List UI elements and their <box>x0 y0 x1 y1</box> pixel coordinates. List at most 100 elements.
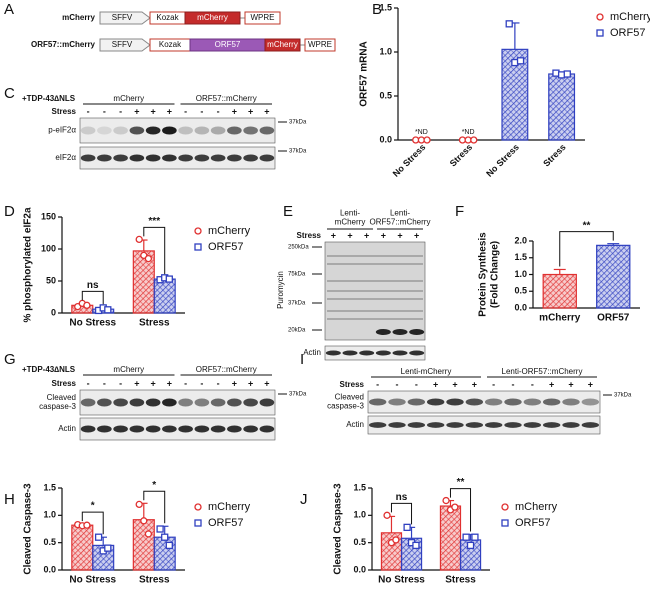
blot-band <box>375 329 391 335</box>
stress-sign: + <box>549 379 554 389</box>
blot-band <box>194 425 210 433</box>
significance-bracket <box>81 511 104 535</box>
bar <box>132 519 155 571</box>
y-tick-label: 0.0 <box>379 134 392 144</box>
legend-label: mCherry <box>610 11 650 23</box>
blot-band <box>210 126 226 135</box>
y-tick-label: 1.5 <box>353 482 366 492</box>
blot-band <box>178 154 193 162</box>
blot-band <box>426 398 445 406</box>
stress-sign: + <box>167 106 172 116</box>
blot-row-label: eIF2α <box>55 153 76 162</box>
blot-band <box>162 126 177 135</box>
significance-label: * <box>152 480 156 491</box>
stress-sign: - <box>512 379 515 389</box>
blot-band <box>542 422 561 428</box>
blot-band <box>446 398 464 406</box>
y-tick-label: 1.5 <box>514 252 527 262</box>
data-point <box>423 136 431 144</box>
stress-sign: - <box>87 378 90 388</box>
promoter <box>99 11 151 25</box>
y-tick-label: 1.0 <box>353 510 366 520</box>
blot-smear <box>327 280 423 282</box>
stress-sign: + <box>232 106 237 116</box>
y-tick-label: 0.5 <box>353 537 366 547</box>
legend-label: mCherry <box>515 501 558 513</box>
data-point <box>470 136 478 144</box>
blot-band <box>484 422 503 428</box>
blot-band <box>243 126 258 135</box>
blot-band <box>359 350 375 356</box>
data-point <box>462 533 470 541</box>
blot-band <box>409 329 425 335</box>
data-point <box>94 533 103 541</box>
blot-band <box>504 422 522 428</box>
blot-header: +TDP-43∆NLS <box>22 365 76 374</box>
blot-band <box>97 398 112 407</box>
y-tick-label: 1.0 <box>379 46 392 56</box>
data-point <box>83 301 91 309</box>
construct-part-label: WPRE <box>308 40 332 49</box>
y-tick-label: 100 <box>41 243 56 253</box>
legend-label: ORF57 <box>208 241 243 253</box>
stress-sign: + <box>452 379 457 389</box>
construct-part-label: Kozak <box>156 13 179 22</box>
legend-label: ORF57 <box>208 517 243 529</box>
data-point <box>505 20 513 28</box>
legend-marker <box>501 519 509 527</box>
blot-band <box>388 422 406 428</box>
bar <box>542 273 577 309</box>
data-point <box>471 533 479 541</box>
construct-part <box>184 11 241 25</box>
blot-row-label: Actin <box>303 348 321 357</box>
stress-sign: + <box>472 379 477 389</box>
blot-band <box>227 126 242 135</box>
stress-sign: - <box>119 378 122 388</box>
blot-band <box>259 425 275 433</box>
blot-band <box>581 422 600 428</box>
data-point <box>451 503 459 511</box>
kda-label: 37kDa <box>289 120 307 126</box>
construct-part-label: SFFV <box>112 13 133 22</box>
y-tick-label: 0.5 <box>514 286 527 296</box>
blot-band <box>210 425 226 433</box>
blot-row <box>367 390 601 414</box>
data-point <box>104 544 112 552</box>
y-tick-label: 1.0 <box>43 510 56 520</box>
bar <box>153 278 176 314</box>
stress-sign: - <box>415 379 418 389</box>
stress-sign: + <box>588 379 593 389</box>
data-point <box>156 525 164 533</box>
promoter <box>99 38 151 52</box>
blot-group: ORF57::mCherry <box>370 218 431 227</box>
y-tick-label: 2.0 <box>514 235 527 245</box>
blot-smear <box>327 318 423 320</box>
data-point <box>392 536 400 544</box>
stress-sign: - <box>396 379 399 389</box>
legend-label: mCherry <box>208 501 251 513</box>
blot-band <box>162 154 177 162</box>
construct-part-label: Kozak <box>159 40 182 49</box>
construct-name: mCherry <box>62 13 95 22</box>
annotation: *ND <box>415 129 428 136</box>
y-tick-label: 50 <box>46 275 56 285</box>
stress-sign: + <box>381 230 386 240</box>
stress-sign: - <box>184 378 187 388</box>
blot-band <box>446 422 464 428</box>
y-tick-label: 0.0 <box>514 302 527 312</box>
construct-name: ORF57::mCherry <box>31 40 96 49</box>
blot-band <box>426 422 445 428</box>
blot-group: ORF57::mCherry <box>196 365 257 374</box>
stress-sign: + <box>364 230 369 240</box>
data-point <box>466 541 475 550</box>
panel-letter: B <box>372 1 382 18</box>
y-tick-label: 150 <box>41 211 56 221</box>
legend-marker <box>194 227 202 235</box>
stress-label: Stress <box>297 231 322 240</box>
blot-row-label: Cleaved <box>47 393 76 402</box>
blot-band <box>523 422 542 428</box>
panel-letter: F <box>455 203 464 220</box>
stress-sign: - <box>119 106 122 116</box>
blot-smear <box>327 290 423 292</box>
blot-row-label: p-eIF2α <box>48 126 76 135</box>
